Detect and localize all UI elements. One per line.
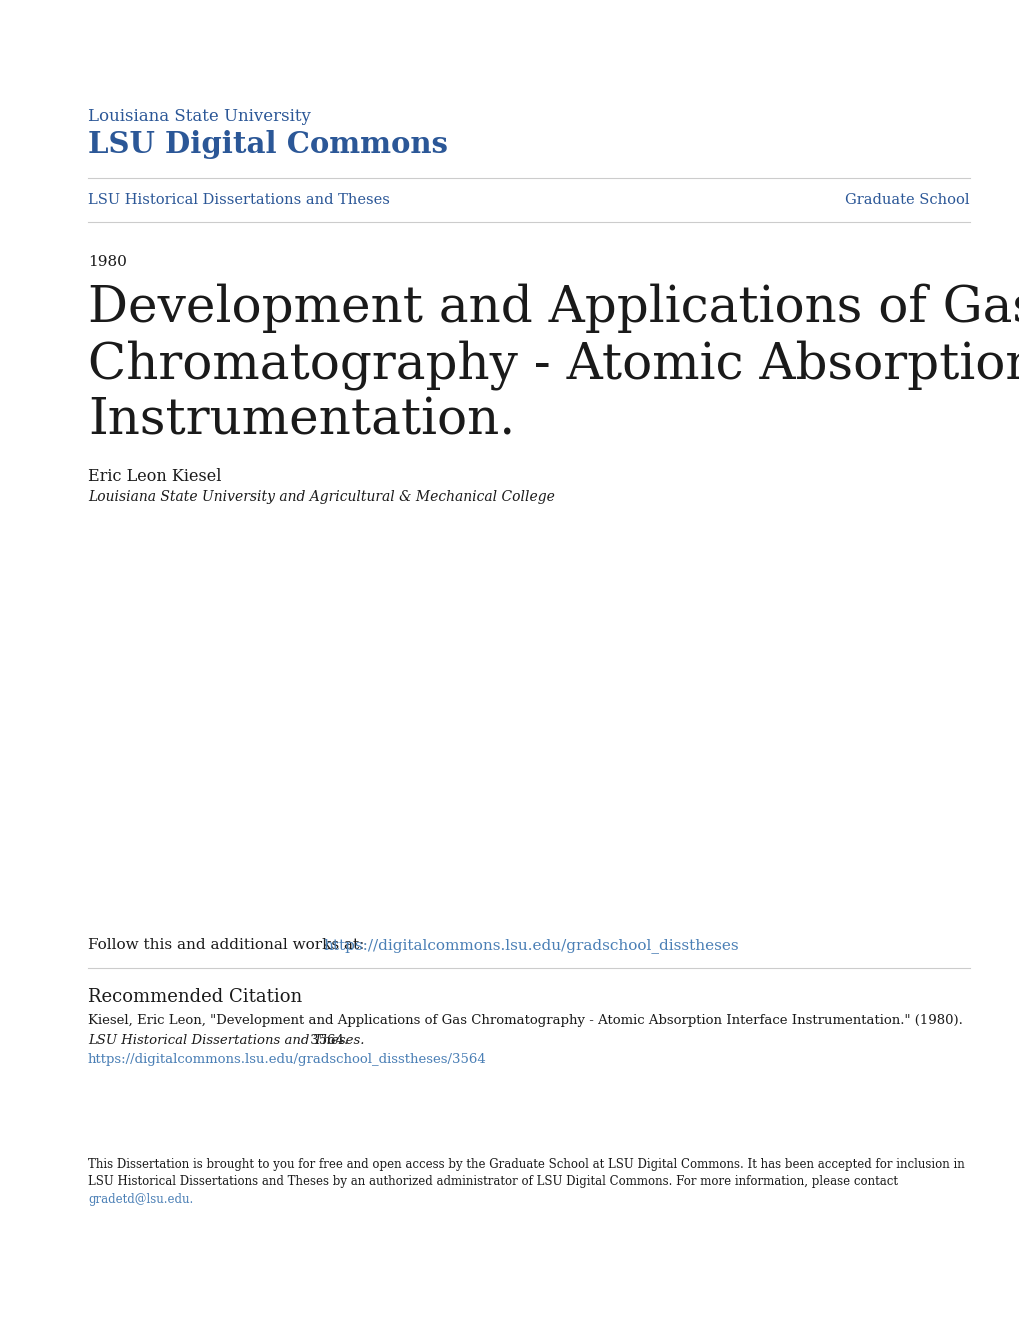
Text: This Dissertation is brought to you for free and open access by the Graduate Sch: This Dissertation is brought to you for … (88, 1158, 964, 1171)
Text: Eric Leon Kiesel: Eric Leon Kiesel (88, 469, 221, 484)
Text: Development and Applications of Gas: Development and Applications of Gas (88, 284, 1019, 334)
Text: https://digitalcommons.lsu.edu/gradschool_disstheses: https://digitalcommons.lsu.edu/gradschoo… (323, 939, 738, 953)
Text: Chromatography - Atomic Absorption Interface: Chromatography - Atomic Absorption Inter… (88, 341, 1019, 389)
Text: LSU Historical Dissertations and Theses.: LSU Historical Dissertations and Theses. (88, 1034, 364, 1047)
Text: Follow this and additional works at:: Follow this and additional works at: (88, 939, 369, 952)
Text: Graduate School: Graduate School (845, 193, 969, 207)
Text: Instrumentation.: Instrumentation. (88, 396, 515, 445)
Text: Recommended Citation: Recommended Citation (88, 987, 302, 1006)
Text: LSU Historical Dissertations and Theses by an authorized administrator of LSU Di: LSU Historical Dissertations and Theses … (88, 1175, 897, 1188)
Text: LSU Historical Dissertations and Theses: LSU Historical Dissertations and Theses (88, 193, 389, 207)
Text: Kiesel, Eric Leon, "Development and Applications of Gas Chromatography - Atomic : Kiesel, Eric Leon, "Development and Appl… (88, 1014, 962, 1027)
Text: Louisiana State University: Louisiana State University (88, 108, 311, 125)
Text: https://digitalcommons.lsu.edu/gradschool_disstheses/3564: https://digitalcommons.lsu.edu/gradschoo… (88, 1053, 486, 1067)
Text: Louisiana State University and Agricultural & Mechanical College: Louisiana State University and Agricultu… (88, 490, 554, 504)
Text: LSU Digital Commons: LSU Digital Commons (88, 129, 447, 158)
Text: gradetd@lsu.edu.: gradetd@lsu.edu. (88, 1193, 193, 1206)
Text: 3564.: 3564. (306, 1034, 347, 1047)
Text: 1980: 1980 (88, 255, 126, 269)
